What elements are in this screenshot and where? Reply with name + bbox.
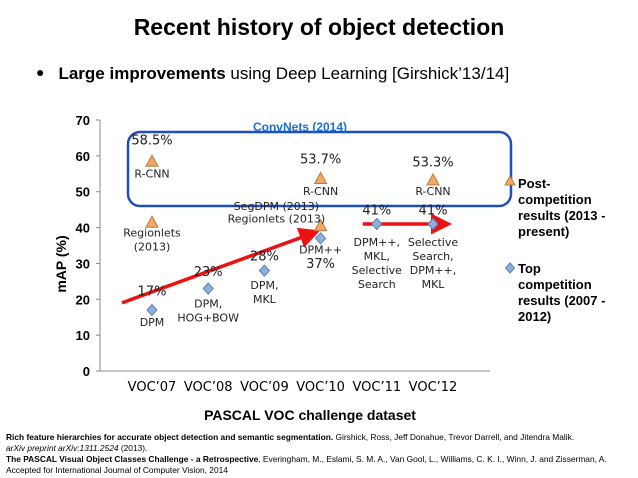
- slide-title: Recent history of object detection: [133, 14, 505, 40]
- data-label: R-CNN: [303, 185, 338, 198]
- top-competition-marker: [258, 264, 271, 277]
- bullet-dot-icon: ●: [36, 64, 45, 80]
- data-label: Search,: [412, 250, 453, 263]
- data-label: Regionlets: [123, 227, 181, 240]
- data-label: 23%: [194, 265, 223, 280]
- legend-top-label: competition: [518, 277, 592, 292]
- x-tick-label: VOC’07: [128, 380, 177, 395]
- top-competition-marker: [146, 303, 158, 317]
- legend-top-label: results (2007 -: [518, 293, 605, 308]
- x-tick-label: VOC’10: [296, 380, 345, 395]
- data-label: Regionlets (2013): [228, 213, 326, 226]
- y-tick-label: 70: [76, 113, 90, 128]
- x-axis-label: PASCAL VOC challenge dataset: [204, 407, 416, 423]
- post-competition-marker: [313, 218, 328, 232]
- top-competition-marker: [202, 282, 214, 295]
- data-label: Search: [358, 278, 396, 291]
- data-label: MKL: [253, 293, 277, 306]
- map-chart: ConvNets (2014) 58.5% R-CNN Regionlets(201…: [53, 113, 605, 423]
- x-tick-label: VOC’09: [240, 380, 289, 395]
- y-tick-label: 50: [76, 185, 90, 200]
- y-tick-label: 10: [76, 328, 90, 343]
- convnets-label: ConvNets (2014): [253, 120, 347, 134]
- data-label: DPM++,: [410, 264, 457, 277]
- data-label: 58.5%: [131, 133, 172, 148]
- reference-2: The PASCAL Visual Object Classes Challen…: [6, 454, 607, 475]
- legend-top-label: Top: [518, 261, 541, 276]
- top-competition-marker: [371, 217, 383, 231]
- data-label: 53.3%: [412, 155, 453, 170]
- post-competition-marker: [313, 171, 328, 184]
- data-label: (2013): [134, 241, 171, 254]
- data-label: 28%: [250, 250, 279, 265]
- x-tick-label: VOC’11: [352, 380, 401, 395]
- data-label: DPM,: [194, 298, 222, 311]
- legend-triangle-icon: [504, 174, 516, 186]
- data-label: 41%: [362, 203, 391, 218]
- data-label: R-CNN: [415, 185, 450, 198]
- y-tick-label: 30: [76, 256, 90, 271]
- data-label: DPM++,: [354, 236, 401, 249]
- arrow-2007-2010: [121, 227, 321, 305]
- data-label: HOG+BOW: [177, 312, 239, 325]
- reference-1: Rich feature hierarchies for accurate ob…: [6, 432, 575, 453]
- data-label: DPM: [140, 316, 165, 329]
- data-label: 53.7%: [300, 153, 341, 168]
- legend-diamond-icon: [504, 262, 516, 274]
- data-label: Selective: [352, 264, 403, 277]
- post-competition-marker: [426, 172, 440, 186]
- y-tick-label: 60: [76, 149, 90, 164]
- data-label: R-CNN: [134, 167, 169, 180]
- x-tick-label: VOC’08: [184, 380, 233, 395]
- bullet-bold-text: Large improvements: [58, 64, 226, 83]
- post-competition-marker: [145, 154, 159, 167]
- data-labels: 58.5%R-CNNRegionlets(2013)17%DPM23%DPM,H…: [123, 133, 458, 328]
- y-tick-label: 0: [83, 364, 90, 379]
- x-tick-label: VOC’12: [409, 380, 458, 395]
- legend-post-label: competition: [518, 192, 592, 207]
- y-axis-label: mAP (%): [53, 235, 69, 292]
- legend-post-label: results (2013 -: [518, 208, 605, 223]
- chart-axes: [96, 119, 490, 372]
- y-tick-label: 20: [76, 292, 90, 307]
- bullet-rest-text: using Deep Learning [Girshick’13/14]: [225, 64, 510, 83]
- convnets-box: [126, 130, 513, 208]
- top-competition-marker: [314, 232, 327, 245]
- data-label: SegDPM (2013): [234, 200, 319, 213]
- data-label: 17%: [138, 285, 167, 300]
- y-tick-label: 40: [76, 221, 90, 236]
- data-label: MKL: [422, 278, 446, 291]
- references: Rich feature hierarchies for accurate ob…: [6, 432, 634, 476]
- top-competition-marker: [427, 217, 439, 231]
- data-label: MKL,: [364, 250, 390, 263]
- data-label: DPM,: [250, 279, 278, 292]
- data-label: Selective: [408, 236, 459, 249]
- data-markers: [145, 154, 440, 317]
- post-competition-marker: [145, 215, 159, 228]
- tick-labels: 0 10 20 30 40 50 60 70 VOC’07 VOC’08 VOC’09 VOC’10 V…: [76, 113, 458, 395]
- legend-top-label: 2012): [518, 309, 551, 324]
- legend-post-label: present): [518, 224, 569, 239]
- data-label: DPM++: [299, 243, 342, 256]
- data-label: 37%: [306, 257, 335, 272]
- bullet-point: ● Large improvements using Deep Learning …: [36, 64, 509, 84]
- legend-post-label: Post-: [518, 176, 551, 191]
- data-label: 41%: [419, 203, 448, 218]
